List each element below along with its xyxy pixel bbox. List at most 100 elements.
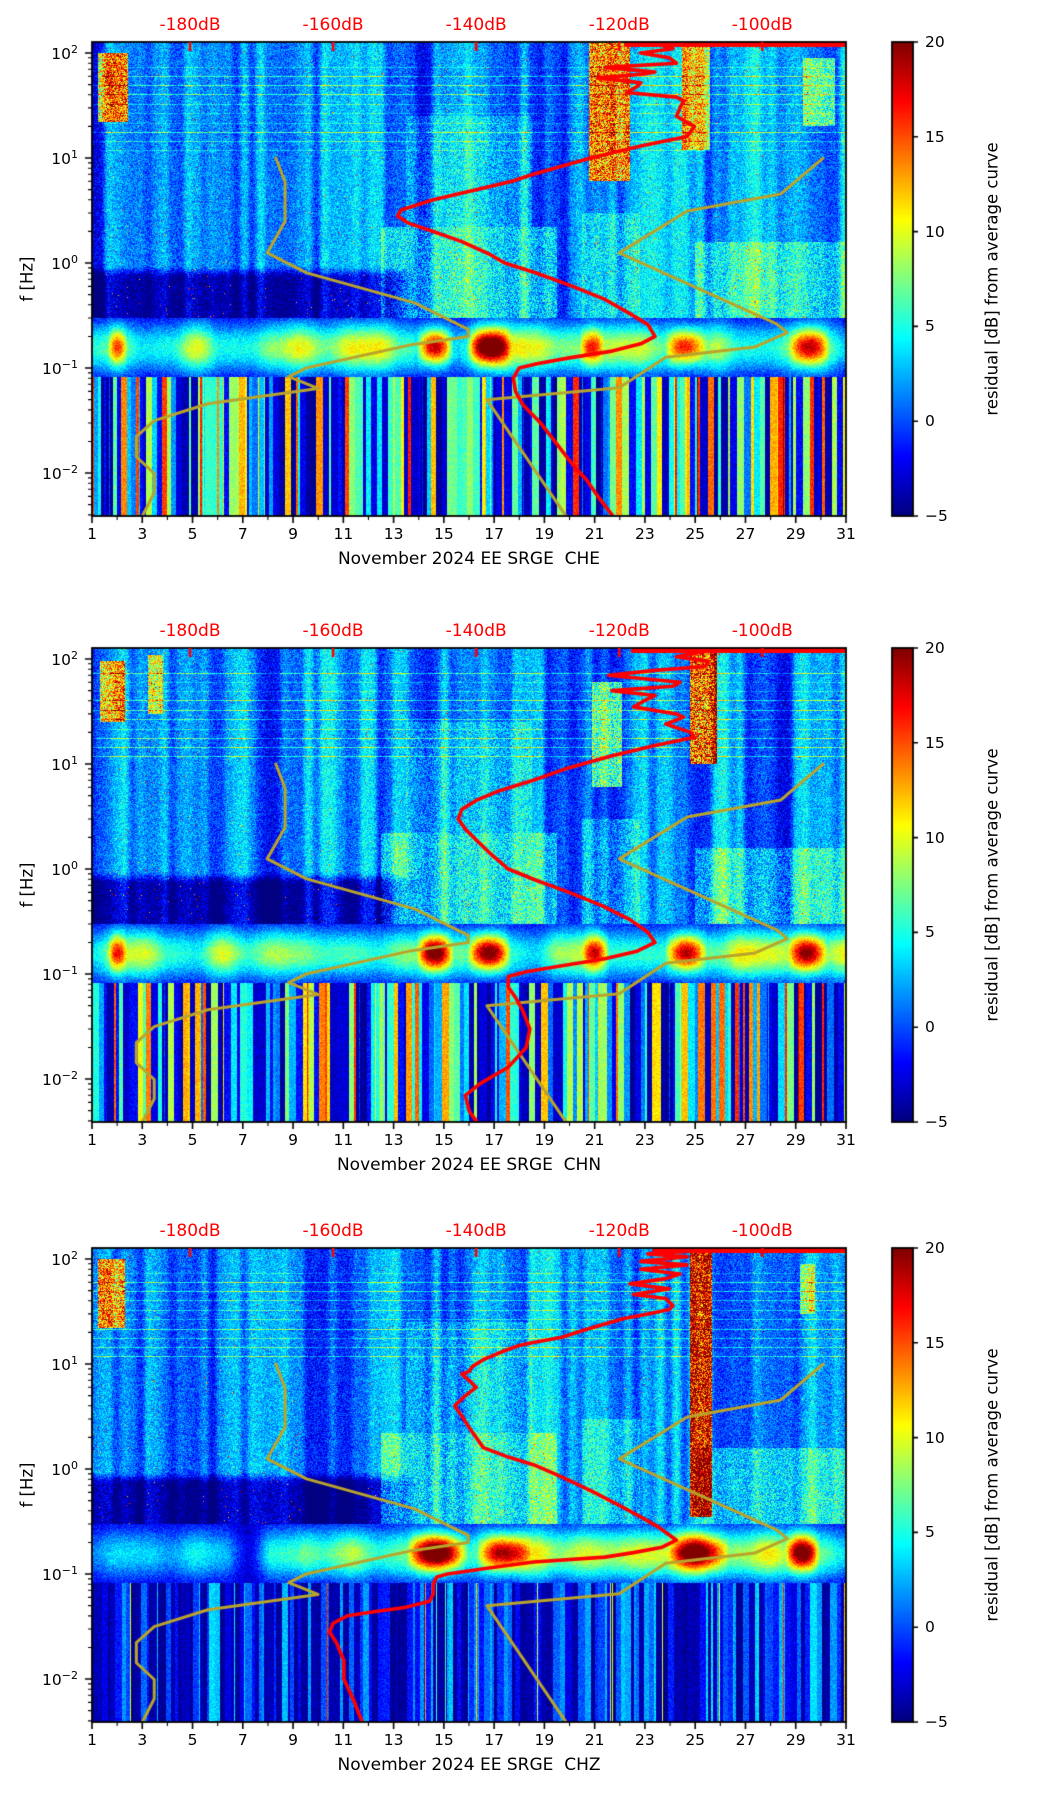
colorbar-tick-label: −5 <box>925 1712 948 1731</box>
x-tick-label: 5 <box>187 525 198 543</box>
x-tick-label: 5 <box>187 1731 198 1749</box>
colorbar-label: residual [dB] from average curve <box>982 748 1002 1022</box>
y-tick-label: 100 <box>51 252 78 273</box>
colorbar-canvas-CHE <box>884 34 927 524</box>
top-axis-label: -100dB <box>731 15 793 35</box>
x-tick-label: 7 <box>237 1731 248 1749</box>
colorbar-tick-label: 5 <box>925 317 935 336</box>
x-tick-label: 21 <box>584 1131 605 1149</box>
x-tick-label: 31 <box>836 1131 856 1149</box>
top-axis-label: -180dB <box>159 15 221 35</box>
x-tick-label: 31 <box>836 1731 856 1749</box>
panel-title-CHN: November 2024 EE SRGE CHN <box>336 1155 602 1175</box>
x-tick-label: 15 <box>433 1731 454 1749</box>
colorbar-tick-label: 10 <box>925 1428 945 1447</box>
top-axis-label: -100dB <box>731 621 793 641</box>
x-tick-label: 1 <box>87 525 97 543</box>
x-tick-label: 13 <box>383 1731 404 1749</box>
x-tick-label: 1 <box>87 1731 97 1749</box>
y-tick-label: 10−1 <box>42 357 78 378</box>
x-tick-label: 27 <box>735 525 756 543</box>
colorbar-tick-label: −5 <box>925 1112 948 1131</box>
colorbar-tick-label: 15 <box>925 733 945 752</box>
x-tick-label: 29 <box>785 1131 806 1149</box>
top-axis-label: -180dB <box>159 621 221 641</box>
x-tick-label: 7 <box>237 1131 248 1149</box>
y-tick-label: 101 <box>51 147 78 168</box>
top-axis-label: -120dB <box>588 15 650 35</box>
x-tick-label: 9 <box>288 1131 298 1149</box>
x-tick-label: 29 <box>785 525 806 543</box>
colorbar-tick-label: 20 <box>925 32 945 51</box>
x-tick-label: 19 <box>534 525 555 543</box>
x-tick-label: 31 <box>836 525 856 543</box>
y-axis-label: f [Hz] <box>17 1462 37 1508</box>
x-tick-label: 21 <box>584 525 605 543</box>
x-tick-label: 23 <box>635 525 655 543</box>
colorbar-tick-label: 5 <box>925 923 935 942</box>
top-axis-label: -140dB <box>445 15 507 35</box>
y-axis-label: f [Hz] <box>17 256 37 302</box>
x-tick-label: 25 <box>685 525 706 543</box>
x-tick-label: 15 <box>433 1131 454 1149</box>
x-tick-label: 1 <box>87 1131 97 1149</box>
x-tick-label: 11 <box>333 1131 354 1149</box>
x-tick-label: 13 <box>383 1131 404 1149</box>
top-axis-label: -120dB <box>588 621 650 641</box>
colorbar-label: residual [dB] from average curve <box>982 1348 1002 1622</box>
spectrogram-canvas-CHE <box>84 34 854 524</box>
x-tick-label: 3 <box>137 1731 148 1749</box>
x-tick-label: 9 <box>288 1731 298 1749</box>
x-tick-label: 21 <box>584 1731 605 1749</box>
x-tick-label: 23 <box>635 1131 655 1149</box>
y-tick-label: 10−2 <box>42 462 78 483</box>
x-tick-label: 19 <box>534 1131 555 1149</box>
x-tick-label: 11 <box>333 525 354 543</box>
colorbar-label: residual [dB] from average curve <box>982 142 1002 416</box>
x-tick-label: 27 <box>735 1131 756 1149</box>
x-tick-label: 3 <box>137 525 148 543</box>
x-tick-label: 29 <box>785 1731 806 1749</box>
top-axis-label: -140dB <box>445 621 507 641</box>
x-tick-label: 25 <box>685 1731 706 1749</box>
y-tick-label: 102 <box>51 1248 78 1269</box>
colorbar-tick-label: 10 <box>925 222 945 241</box>
x-tick-label: 13 <box>383 525 404 543</box>
y-tick-label: 100 <box>51 858 78 879</box>
x-tick-label: 15 <box>433 525 454 543</box>
colorbar-canvas-CHZ <box>884 1240 927 1730</box>
top-axis-label: -180dB <box>159 1221 221 1241</box>
colorbar-tick-label: 10 <box>925 828 945 847</box>
x-tick-label: 11 <box>333 1731 354 1749</box>
top-axis-label: -160dB <box>302 621 364 641</box>
y-tick-label: 100 <box>51 1458 78 1479</box>
panel-title-CHE: November 2024 EE SRGE CHE <box>337 549 601 569</box>
colorbar-canvas-CHN <box>884 640 927 1130</box>
x-tick-label: 9 <box>288 525 298 543</box>
x-tick-label: 19 <box>534 1731 555 1749</box>
y-tick-label: 101 <box>51 753 78 774</box>
y-tick-label: 10−2 <box>42 1068 78 1089</box>
top-axis-label: -100dB <box>731 1221 793 1241</box>
y-axis-label: f [Hz] <box>17 862 37 908</box>
spectrogram-canvas-CHZ <box>84 1240 854 1730</box>
y-tick-label: 101 <box>51 1353 78 1374</box>
top-axis-label: -160dB <box>302 1221 364 1241</box>
panel-title-CHZ: November 2024 EE SRGE CHZ <box>337 1755 601 1775</box>
colorbar-tick-label: 0 <box>925 412 935 431</box>
colorbar-tick-label: 15 <box>925 1333 945 1352</box>
colorbar-tick-label: 5 <box>925 1523 935 1542</box>
x-tick-label: 23 <box>635 1731 655 1749</box>
x-tick-label: 3 <box>137 1131 148 1149</box>
colorbar-tick-label: 0 <box>925 1618 935 1637</box>
top-axis-label: -160dB <box>302 15 364 35</box>
x-tick-label: 5 <box>187 1131 198 1149</box>
top-axis-label: -120dB <box>588 1221 650 1241</box>
y-tick-label: 102 <box>51 648 78 669</box>
y-tick-label: 10−2 <box>42 1668 78 1689</box>
colorbar-tick-label: −5 <box>925 506 948 525</box>
x-tick-label: 25 <box>685 1131 706 1149</box>
x-tick-label: 7 <box>237 525 248 543</box>
y-tick-label: 10−1 <box>42 963 78 984</box>
